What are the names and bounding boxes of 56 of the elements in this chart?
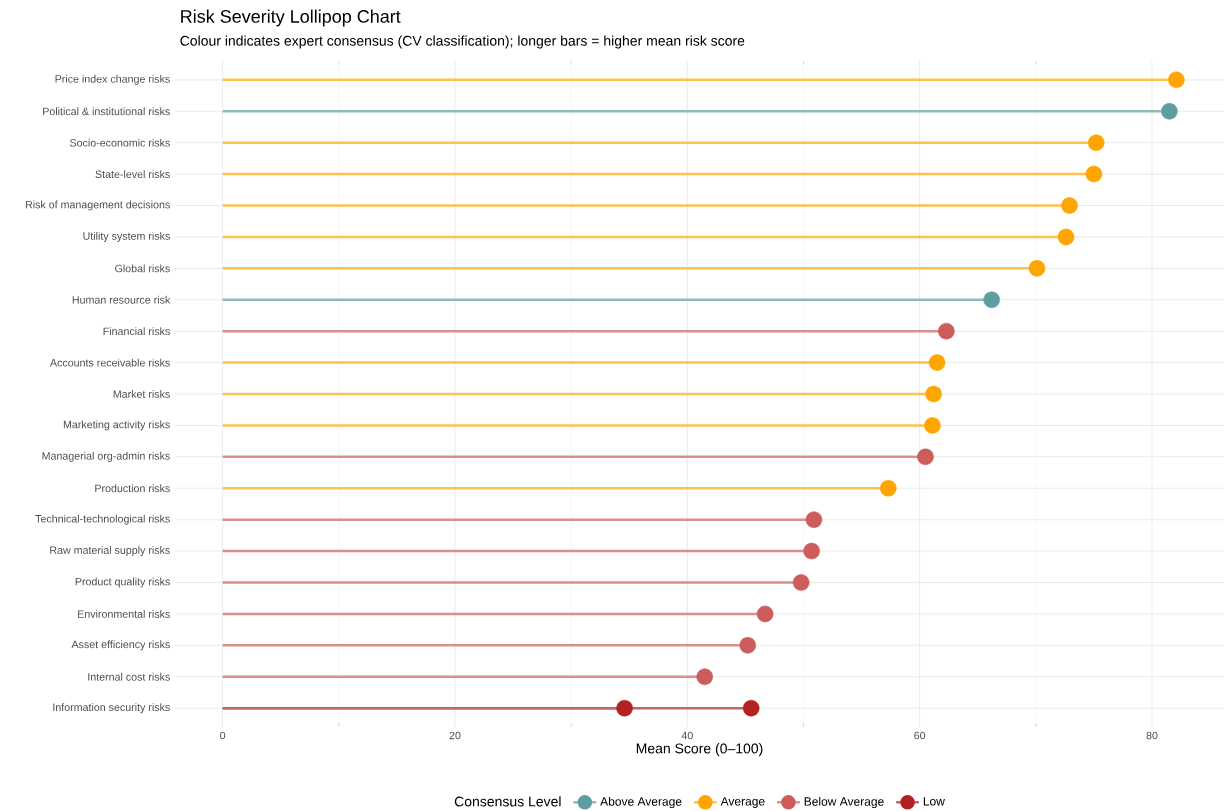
y-tick-label: Accounts receivable risks bbox=[49, 358, 170, 367]
chart-subtitle: Colour indicates expert consensus (CV classification); longer bars = higher mean risk score bbox=[180, 35, 745, 49]
y-tick-label: Political & institutional risks bbox=[43, 107, 170, 116]
legend-label: Low bbox=[923, 797, 945, 806]
y-tick-label: Internal cost risks bbox=[88, 672, 170, 681]
y-tick-label: Product quality risks bbox=[75, 577, 170, 588]
y-tick-label: Risk of management decisions bbox=[25, 200, 170, 211]
point bbox=[917, 448, 934, 466]
point bbox=[696, 668, 714, 686]
x-tick-label: 40 bbox=[681, 731, 693, 740]
point bbox=[1087, 134, 1105, 151]
point bbox=[924, 417, 941, 434]
point bbox=[1028, 260, 1046, 277]
point bbox=[1061, 197, 1078, 214]
point bbox=[983, 291, 1000, 309]
y-tick-label: Asset efficiency risks bbox=[71, 640, 170, 651]
y-tick-label: Environmental risks bbox=[78, 609, 170, 618]
y-tick-label: Raw material supply risks bbox=[50, 546, 170, 557]
point bbox=[880, 479, 897, 497]
y-tick-label: Socio-economic risks bbox=[70, 138, 170, 147]
point bbox=[616, 699, 633, 717]
y-tick-label: Market risks bbox=[113, 390, 170, 398]
point bbox=[925, 385, 942, 403]
point bbox=[792, 574, 810, 591]
y-tick-label: Production risks bbox=[95, 484, 170, 493]
legend-label: Above Average bbox=[600, 796, 682, 809]
point bbox=[928, 354, 946, 371]
y-tick-label: Financial risks bbox=[103, 327, 170, 336]
legend-label: Below Average bbox=[804, 796, 884, 809]
point bbox=[1168, 71, 1185, 89]
point bbox=[1057, 228, 1075, 246]
y-tick-label: Marketing activity risks bbox=[63, 420, 170, 431]
x-tick-label: 20 bbox=[449, 731, 461, 740]
x-tick-label: 80 bbox=[1146, 731, 1158, 740]
point bbox=[739, 637, 756, 654]
y-tick-label: State-level risks bbox=[95, 170, 170, 179]
y-tick-label: Price index change risks bbox=[55, 74, 170, 85]
point bbox=[938, 322, 955, 340]
y-tick-label: Utility system risks bbox=[83, 231, 170, 242]
point bbox=[1085, 165, 1103, 183]
point bbox=[742, 699, 760, 717]
y-tick-label: Managerial org-admin risks bbox=[42, 451, 170, 462]
y-tick-label: Information security risks bbox=[53, 703, 170, 714]
legend-label: Average bbox=[720, 797, 765, 808]
x-axis-title: Mean Score (0–100) bbox=[636, 743, 763, 757]
y-tick-label: Technical-technological risks bbox=[35, 514, 170, 525]
y-tick-label: Global risks bbox=[115, 264, 170, 273]
y-tick-label: Human resource risk bbox=[72, 295, 171, 304]
point bbox=[1161, 103, 1178, 120]
x-tick-label: 60 bbox=[914, 731, 926, 740]
point bbox=[756, 605, 774, 623]
x-tick-label: 0 bbox=[220, 731, 226, 740]
point bbox=[805, 511, 823, 528]
chart-title: Risk Severity Lollipop Chart bbox=[181, 9, 401, 27]
legend-title: Consensus Level bbox=[454, 796, 561, 807]
point bbox=[803, 542, 820, 560]
